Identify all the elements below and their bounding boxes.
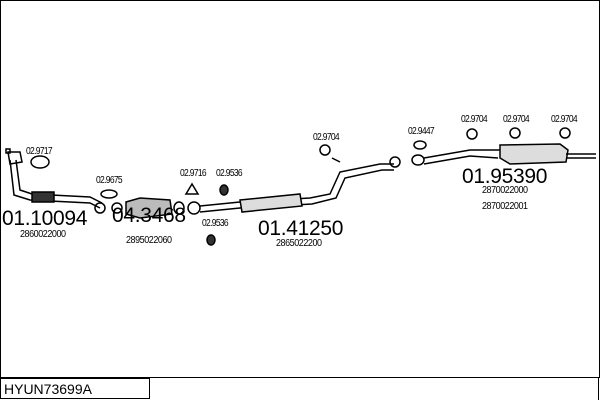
oe-number: 2895022060 [126,235,172,246]
part-number: 01.10094 [2,207,88,230]
catalytic-converter [125,197,173,219]
accessory-label: 02.9704 [551,114,578,125]
divider [598,377,599,400]
gasket [413,140,427,150]
middle-silencer [239,193,303,213]
hanger [559,127,571,139]
part-number: 01.41250 [258,217,344,240]
accessory-label: 02.9447 [408,126,435,137]
gasket [184,182,200,195]
oe-number: 2860022000 [20,229,66,240]
exhaust-drawing [5,127,596,246]
accessory-label: 02.9536 [216,168,243,179]
part-number: 04.3468 [112,204,186,227]
accessory-label: 02.9704 [313,132,340,143]
divider [0,377,600,378]
diagram-code: HYUN73699A [0,378,150,399]
oe-number: 2870022001 [482,201,528,212]
accessory-label: 02.9536 [202,218,229,229]
part-number: 01.95390 [462,165,548,188]
hanger [319,144,331,156]
accessory-label: 02.9716 [180,168,207,179]
tailpipe [566,153,596,159]
gasket [30,155,50,169]
rear-silencer [499,143,569,165]
rear-pipe [423,149,500,165]
clamp [206,234,216,246]
gasket [100,189,118,199]
oe-number: 2870022000 [482,185,528,196]
front-pipe [9,159,103,209]
hanger [509,127,521,139]
accessory-label: 02.9704 [461,114,488,125]
accessory-label: 02.9675 [96,175,123,186]
accessory-label: 02.9704 [503,114,530,125]
accessory-label: 02.9717 [26,146,53,157]
flex-section [31,191,55,203]
flange [94,202,106,214]
clamp [219,184,229,196]
hanger [466,128,478,140]
oe-number: 2865022200 [276,238,322,249]
